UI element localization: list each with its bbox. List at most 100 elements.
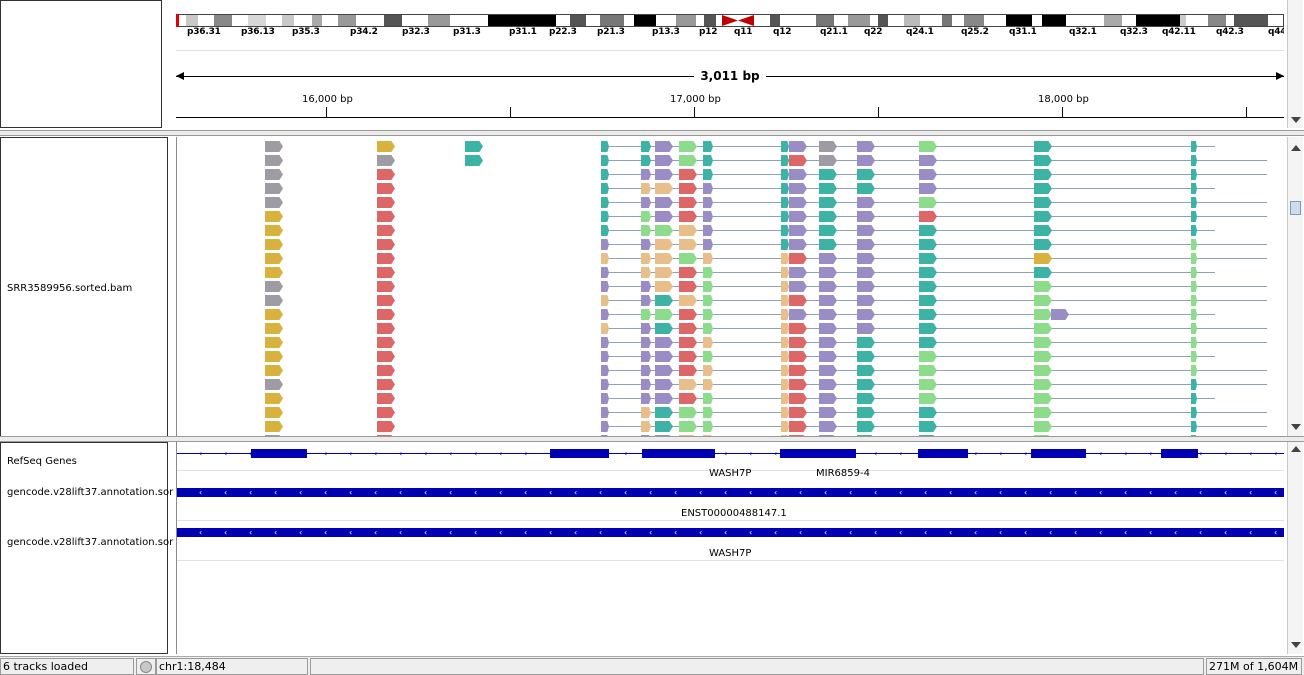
read-alignment[interactable] — [1034, 393, 1052, 404]
read-alignment[interactable] — [679, 365, 697, 376]
read-alignment[interactable] — [265, 197, 283, 208]
read-alignment[interactable] — [679, 351, 697, 362]
read-alignment[interactable] — [641, 323, 651, 334]
read-alignment[interactable] — [265, 183, 283, 194]
gencode-track-name[interactable]: gencode.v28lift37.annotation.sor — [7, 537, 174, 548]
read-alignment[interactable] — [679, 155, 697, 166]
read-alignment[interactable] — [781, 421, 789, 432]
read-alignment[interactable] — [377, 337, 395, 348]
read-alignment[interactable] — [265, 295, 283, 306]
read-alignment[interactable] — [1191, 393, 1197, 404]
read-alignment[interactable] — [641, 281, 651, 292]
read-alignment[interactable] — [703, 281, 713, 292]
ideogram-band[interactable] — [870, 15, 878, 26]
read-alignment[interactable] — [679, 407, 697, 418]
read-alignment[interactable] — [819, 351, 837, 362]
read-alignment[interactable] — [655, 239, 673, 250]
read-alignment[interactable] — [1034, 253, 1052, 264]
read-alignment[interactable] — [703, 365, 713, 376]
read-alignment[interactable] — [377, 239, 395, 250]
ideogram-band[interactable] — [248, 15, 266, 26]
read-alignment[interactable] — [641, 211, 651, 222]
read-alignment[interactable] — [857, 407, 875, 418]
read-alignment[interactable] — [789, 295, 807, 306]
read-alignment[interactable] — [679, 169, 697, 180]
read-alignment[interactable] — [377, 141, 395, 152]
read-alignment[interactable] — [789, 351, 807, 362]
read-alignment[interactable] — [1191, 351, 1197, 362]
read-alignment[interactable] — [1191, 379, 1197, 390]
read-alignment[interactable] — [1191, 337, 1197, 348]
read-alignment[interactable] — [1191, 421, 1197, 432]
ideogram-band[interactable] — [1066, 15, 1104, 26]
read-alignment[interactable] — [601, 295, 609, 306]
read-alignment[interactable] — [641, 365, 651, 376]
read-alignment[interactable] — [655, 379, 673, 390]
read-alignment[interactable] — [377, 407, 395, 418]
read-alignment[interactable] — [819, 239, 837, 250]
read-alignment[interactable] — [641, 337, 651, 348]
read-alignment[interactable] — [781, 379, 789, 390]
ideogram-band[interactable] — [964, 15, 984, 26]
read-alignment[interactable] — [789, 225, 807, 236]
read-alignment[interactable] — [655, 253, 673, 264]
read-alignment[interactable] — [857, 141, 875, 152]
read-alignment[interactable] — [789, 197, 807, 208]
ideogram-band[interactable] — [312, 15, 322, 26]
ideogram-band[interactable] — [1006, 15, 1032, 26]
read-alignment[interactable] — [641, 225, 651, 236]
feature-scrollbar[interactable] — [1287, 442, 1303, 654]
read-alignment[interactable] — [377, 155, 395, 166]
read-alignment[interactable] — [781, 155, 789, 166]
refseq-exon[interactable] — [550, 449, 609, 458]
ideogram-band[interactable] — [1042, 15, 1066, 26]
read-alignment[interactable] — [781, 211, 789, 222]
read-alignment[interactable] — [265, 281, 283, 292]
read-alignment[interactable] — [601, 211, 609, 222]
ideogram-band[interactable] — [816, 15, 834, 26]
read-alignment[interactable] — [819, 281, 837, 292]
read-alignment[interactable] — [265, 407, 283, 418]
ideogram-band[interactable] — [1032, 15, 1042, 26]
read-alignment[interactable] — [819, 141, 837, 152]
refseq-exon[interactable] — [642, 449, 715, 458]
ideogram-band[interactable] — [338, 15, 356, 26]
ideogram-band[interactable] — [920, 15, 942, 26]
read-alignment[interactable] — [601, 351, 609, 362]
read-alignment[interactable] — [655, 337, 673, 348]
read-alignment[interactable] — [377, 295, 395, 306]
ideogram-band[interactable] — [704, 15, 716, 26]
read-alignment[interactable] — [819, 407, 837, 418]
read-alignment[interactable] — [857, 169, 875, 180]
read-alignment[interactable] — [601, 309, 609, 320]
read-alignment[interactable] — [703, 379, 713, 390]
ideogram-band[interactable] — [716, 15, 722, 26]
ideogram-band[interactable] — [232, 15, 248, 26]
ideogram-band[interactable] — [942, 15, 952, 26]
ideogram-band[interactable] — [294, 15, 312, 26]
ideogram-band[interactable] — [770, 15, 780, 26]
read-alignment[interactable] — [1191, 141, 1197, 152]
read-alignment[interactable] — [857, 337, 875, 348]
read-alignment[interactable] — [601, 407, 609, 418]
read-alignment[interactable] — [465, 141, 483, 152]
read-alignment[interactable] — [377, 267, 395, 278]
gene-label-wash7p[interactable]: WASH7P — [709, 548, 752, 559]
read-alignment[interactable] — [679, 141, 697, 152]
read-alignment[interactable] — [1051, 309, 1069, 320]
gene-label-mir6859[interactable]: MIR6859-4 — [816, 468, 870, 479]
ideogram-band[interactable] — [1268, 15, 1284, 26]
read-alignment[interactable] — [601, 365, 609, 376]
read-alignment[interactable] — [919, 393, 937, 404]
read-alignment[interactable] — [1034, 183, 1052, 194]
read-alignment[interactable] — [919, 379, 937, 390]
read-alignment[interactable] — [857, 309, 875, 320]
read-alignment[interactable] — [601, 239, 609, 250]
ideogram-band[interactable] — [198, 15, 214, 26]
scroll-thumb[interactable] — [1290, 201, 1301, 215]
read-alignment[interactable] — [655, 225, 673, 236]
ideogram-band[interactable] — [402, 15, 428, 26]
read-alignment[interactable] — [377, 211, 395, 222]
read-alignment[interactable] — [857, 197, 875, 208]
read-alignment[interactable] — [1191, 239, 1197, 250]
